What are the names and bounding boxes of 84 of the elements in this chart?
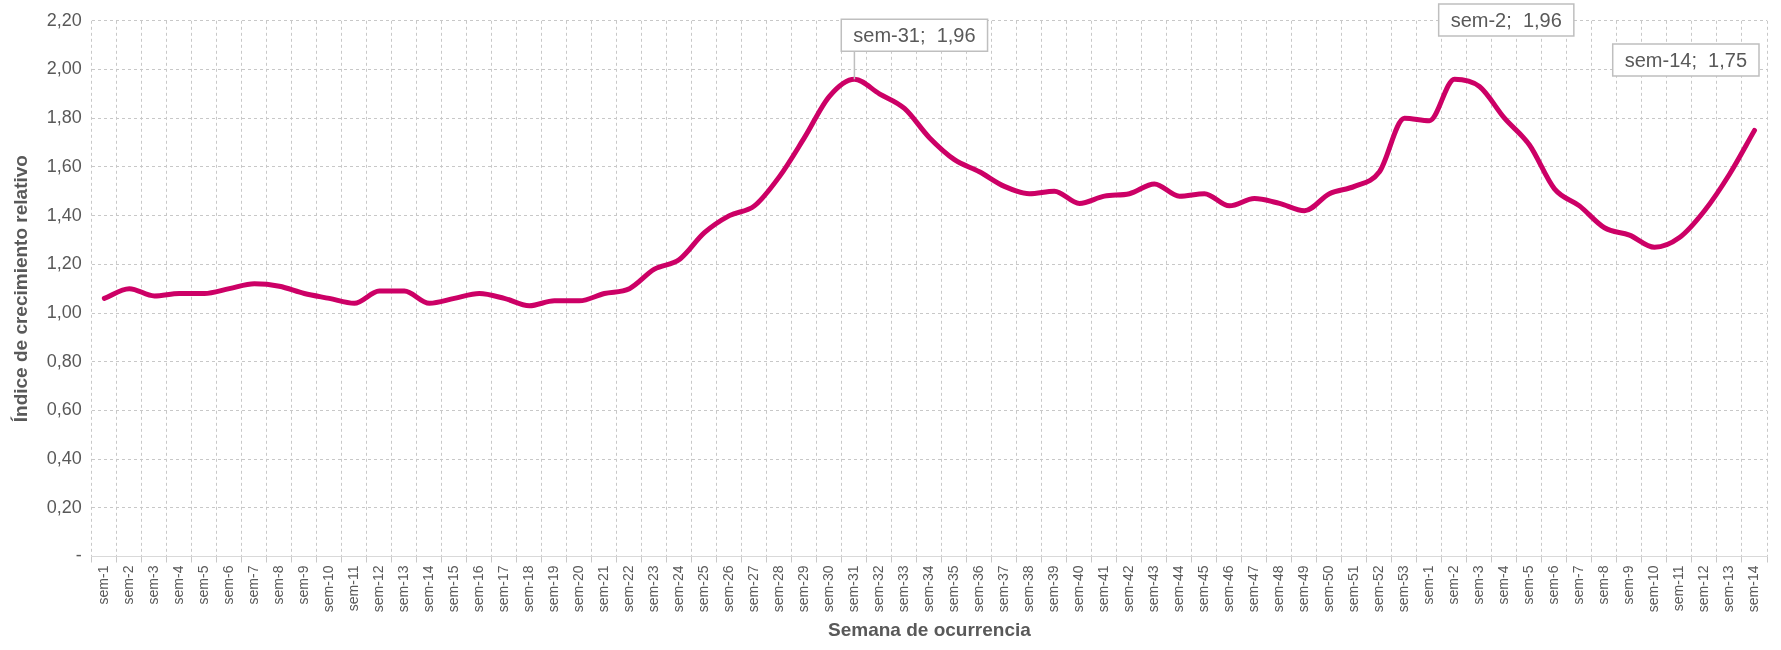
x-tick-label: sem-5: [1520, 565, 1537, 605]
x-tick-label: sem-36: [970, 565, 987, 613]
x-tick-label: sem-11: [345, 565, 362, 612]
x-tick-label: sem-17: [495, 565, 512, 613]
x-tick-label: sem-14: [1745, 565, 1762, 613]
x-tick-label: sem-37: [995, 565, 1012, 613]
x-tick-label: sem-8: [270, 565, 287, 605]
x-tick-label: sem-32: [870, 565, 887, 613]
x-tick-label: sem-26: [720, 565, 737, 613]
y-tick-label: 0,80: [46, 350, 82, 371]
x-tick-label: sem-38: [1020, 565, 1037, 613]
x-tick-label: sem-9: [295, 565, 312, 605]
x-tick-label: sem-6: [1545, 565, 1562, 605]
x-tick-label: sem-3: [1470, 565, 1487, 605]
x-tick-label: sem-3: [145, 565, 162, 605]
x-tick-label: sem-20: [570, 565, 587, 613]
x-tick-label: sem-6: [220, 565, 237, 605]
y-tick-label: 2,20: [46, 9, 82, 30]
x-tick-label: sem-9: [1620, 565, 1637, 605]
x-tick-label: sem-35: [945, 565, 962, 613]
x-tick-label: sem-25: [695, 565, 712, 613]
x-tick-label: sem-45: [1195, 565, 1212, 613]
x-tick-label: sem-15: [445, 565, 462, 613]
x-tick-label: sem-42: [1120, 565, 1137, 613]
x-tick-label: sem-8: [1595, 565, 1612, 605]
x-tick-label: sem-2: [120, 565, 137, 605]
y-tick-label: 1,20: [46, 253, 82, 274]
x-tick-label: sem-1: [1420, 565, 1437, 605]
x-tick-label: sem-40: [1070, 565, 1087, 613]
x-tick-label: sem-4: [1495, 565, 1512, 605]
x-tick-label: sem-16: [470, 565, 487, 613]
annotation: sem-2; 1,96: [1450, 8, 1562, 31]
y-tick-label: 1,00: [46, 301, 82, 322]
x-tick-label: sem-24: [670, 565, 687, 613]
x-tick-label: sem-7: [245, 565, 262, 605]
x-tick-label: sem-28: [770, 565, 787, 613]
y-axis-title: Índice de crecimiento relativo: [9, 155, 31, 423]
x-tick-label: sem-43: [1145, 565, 1162, 613]
x-tick-label: sem-50: [1320, 565, 1337, 613]
x-tick-label: sem-23: [645, 565, 662, 613]
x-tick-label: sem-10: [1645, 565, 1662, 613]
y-tick-label: 0,20: [46, 496, 82, 517]
x-tick-label: sem-12: [1695, 565, 1712, 613]
y-tick-label: 0,60: [46, 399, 82, 420]
x-tick-label: sem-47: [1245, 565, 1262, 613]
x-tick-label: sem-33: [895, 565, 912, 613]
annotation: sem-14; 1,75: [1624, 48, 1748, 71]
x-tick-label: sem-2: [1445, 565, 1462, 605]
x-tick-label: sem-51: [1345, 565, 1362, 613]
x-tick-label: sem-52: [1370, 565, 1387, 613]
x-tick-label: sem-11: [1670, 565, 1687, 612]
x-tick-label: sem-49: [1295, 565, 1312, 613]
y-tick-label: 2,00: [46, 58, 82, 79]
y-tick-label: 0,40: [46, 448, 82, 469]
x-axis-title: Semana de ocurrencia: [828, 618, 1032, 640]
x-tick-label: sem-19: [545, 565, 562, 613]
x-tick-label: sem-12: [370, 565, 387, 613]
y-tick-label: -: [75, 545, 82, 566]
x-tick-label: sem-13: [1720, 565, 1737, 613]
y-tick-label: 1,60: [46, 155, 82, 176]
x-tick-label: sem-27: [745, 565, 762, 613]
x-tick-label: sem-21: [595, 565, 612, 613]
x-tick-label: sem-1: [95, 565, 112, 605]
x-tick-label: sem-31: [845, 565, 862, 613]
x-tick-label: sem-41: [1095, 565, 1112, 613]
x-tick-label: sem-18: [520, 565, 537, 613]
x-tick-label: sem-48: [1270, 565, 1287, 613]
annotation: sem-31; 1,96: [853, 23, 976, 46]
x-tick-label: sem-29: [795, 565, 812, 613]
x-tick-label: sem-53: [1395, 565, 1412, 613]
x-tick-label: sem-7: [1570, 565, 1587, 605]
x-tick-label: sem-4: [170, 565, 187, 605]
y-tick-label: 1,80: [46, 107, 82, 128]
x-tick-label: sem-44: [1170, 565, 1187, 613]
x-tick-label: sem-5: [195, 565, 212, 605]
x-tick-label: sem-22: [620, 565, 637, 613]
x-tick-label: sem-13: [395, 565, 412, 613]
x-tick-label: sem-46: [1220, 565, 1237, 613]
x-tick-label: sem-34: [920, 565, 937, 613]
x-tick-label: sem-14: [420, 565, 437, 613]
y-tick-label: 1,40: [46, 204, 82, 225]
x-tick-label: sem-39: [1045, 565, 1062, 613]
x-tick-label: sem-30: [820, 565, 837, 613]
x-tick-label: sem-10: [320, 565, 337, 613]
